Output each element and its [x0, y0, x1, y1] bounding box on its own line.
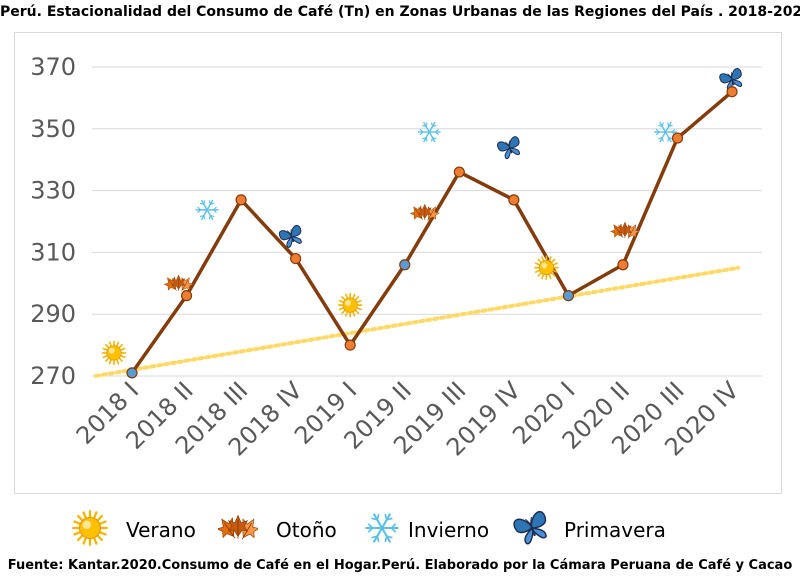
trendline-layer	[94, 265, 740, 378]
series-line	[130, 90, 734, 374]
sun-icon	[72, 510, 108, 546]
data-point	[344, 339, 356, 351]
legend-item-verano: Verano	[70, 508, 196, 550]
y-tick-label: 330	[30, 177, 76, 205]
gridlines	[92, 66, 762, 377]
series-line-layer	[130, 90, 734, 374]
chart-title: Perú. Estacionalidad del Consumo de Café…	[0, 4, 800, 20]
season-icons	[101, 68, 743, 366]
legend-label-invierno: Invierno	[408, 518, 490, 542]
legend-label-otono: Otoño	[276, 518, 337, 542]
source-footer: Fuente: Kantar.2020.Consumo de Café en e…	[7, 558, 793, 573]
butterfly-icon	[278, 224, 302, 248]
butterfly-icon	[719, 68, 743, 91]
data-point	[671, 132, 684, 144]
y-tick-label: 310	[30, 238, 76, 266]
snowflake-icon	[417, 121, 441, 143]
butterfly-icon	[497, 136, 521, 160]
sun-icon	[101, 340, 127, 366]
autumn-leaves-icon	[609, 221, 641, 239]
legend-item-primavera: Primavera	[512, 508, 666, 550]
data-point	[126, 367, 138, 379]
autumn-leaves-icon	[163, 274, 194, 292]
y-axis-ticks: 270 290 310 330 350 370	[30, 53, 76, 390]
butterfly-icon	[513, 510, 547, 545]
y-tick-label: 350	[30, 115, 76, 143]
y-tick-label: 290	[30, 300, 76, 328]
data-point	[180, 290, 193, 302]
snowflake-icon	[365, 513, 399, 543]
data-point	[726, 86, 738, 98]
legend-item-otono: Otoño	[216, 508, 337, 550]
data-point	[508, 194, 520, 206]
data-point	[235, 194, 247, 206]
data-point	[453, 166, 465, 178]
legend: Verano Otoño Invierno Primavera	[0, 504, 800, 554]
data-point	[617, 259, 629, 271]
data-point	[290, 252, 302, 265]
autumn-leaves-icon	[216, 514, 261, 540]
data-point	[562, 290, 575, 302]
y-tick-label: 370	[30, 53, 76, 81]
data-point	[399, 259, 411, 271]
chart-frame	[14, 32, 782, 494]
sun-icon	[534, 255, 559, 280]
legend-item-invierno: Invierno	[362, 508, 489, 550]
snowflake-icon	[653, 121, 678, 143]
y-tick-label: 270	[30, 362, 76, 390]
snowflake-icon	[195, 199, 219, 220]
legend-label-primavera: Primavera	[564, 518, 666, 542]
data-points	[126, 86, 738, 379]
legend-label-verano: Verano	[126, 518, 196, 542]
trendline	[94, 265, 740, 378]
sun-icon	[337, 292, 363, 318]
autumn-leaves-icon	[409, 203, 440, 221]
